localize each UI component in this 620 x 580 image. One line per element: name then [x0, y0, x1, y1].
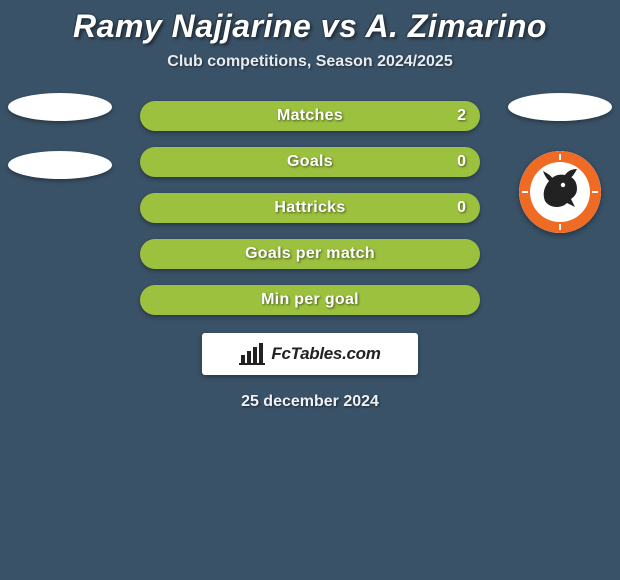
stat-bar-goals-per-match: Goals per match: [140, 239, 480, 269]
subtitle: Club competitions, Season 2024/2025: [0, 53, 620, 71]
stat-bar-hattricks: Hattricks 0: [140, 193, 480, 223]
stat-bar-matches: Matches 2: [140, 101, 480, 131]
stat-value-right: 0: [457, 153, 466, 171]
stat-bars: Matches 2 Goals 0 Hattricks 0 Goals per …: [140, 101, 480, 315]
club-placeholder-oval: [8, 151, 112, 179]
stat-label: Hattricks: [274, 199, 345, 217]
club-badge-brisbane-roar: [519, 151, 601, 233]
player-right-column: [500, 93, 620, 233]
stats-area: Matches 2 Goals 0 Hattricks 0 Goals per …: [0, 101, 620, 315]
club-badge-icon: [519, 151, 601, 233]
stat-value-right: 2: [457, 107, 466, 125]
player-left-column: [0, 93, 120, 179]
stat-value-right: 0: [457, 199, 466, 217]
player-placeholder-oval: [8, 93, 112, 121]
comparison-card: Ramy Najjarine vs A. Zimarino Club compe…: [0, 0, 620, 411]
brand-box[interactable]: FcTables.com: [202, 333, 418, 375]
stat-label: Goals: [287, 153, 333, 171]
page-title: Ramy Najjarine vs A. Zimarino: [0, 8, 620, 45]
stat-label: Min per goal: [261, 291, 359, 309]
stat-label: Goals per match: [245, 245, 375, 263]
stat-label: Matches: [277, 107, 343, 125]
bars-chart-icon: [239, 343, 265, 365]
date-line: 25 december 2024: [0, 393, 620, 411]
player-placeholder-oval: [508, 93, 612, 121]
brand-name: FcTables.com: [271, 344, 380, 364]
stat-bar-goals: Goals 0: [140, 147, 480, 177]
stat-bar-min-per-goal: Min per goal: [140, 285, 480, 315]
